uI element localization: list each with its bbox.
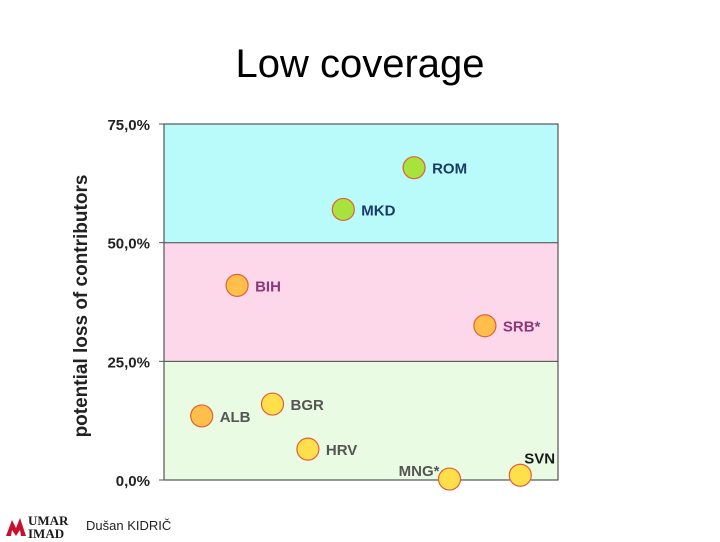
data-label-bgr: BGR	[291, 397, 325, 414]
y-tick-label: 0,0%	[116, 473, 150, 490]
plot-frame	[163, 123, 559, 481]
logo-mark-icon	[6, 518, 26, 536]
data-point-hrv	[296, 437, 320, 461]
data-point-rom	[402, 156, 426, 180]
chart-band-1	[163, 242, 559, 362]
chart-band-0	[163, 360, 559, 481]
y-axis-label: potential loss of contributors	[71, 175, 92, 438]
data-point-svn	[508, 463, 532, 487]
data-label-alb: ALB	[220, 409, 251, 426]
data-label-mkd: MKD	[361, 202, 395, 219]
data-label-hrv: HRV	[326, 442, 357, 459]
umar-logo: UMAR IMAD	[4, 514, 76, 542]
data-label-bih: BIH	[255, 278, 281, 295]
data-label-srb: SRB*	[503, 319, 541, 336]
logo-text-umar: UMAR	[28, 513, 69, 528]
data-point-mkd	[331, 197, 355, 222]
data-point-alb	[190, 404, 214, 428]
data-point-bgr	[260, 392, 285, 416]
author-name: Dušan KIDRIČ	[86, 518, 172, 533]
data-label-rom: ROM	[432, 161, 467, 178]
logo-text-imad: IMAD	[28, 526, 65, 541]
y-tick-label: 25,0%	[107, 354, 150, 371]
slide-title: Low coverage	[235, 42, 485, 86]
footer: UMAR IMAD Dušan KIDRIČ	[0, 508, 300, 540]
y-tick-label: 75,0%	[107, 117, 150, 134]
data-label-svn: SVN	[524, 450, 555, 467]
data-point-bih	[225, 273, 249, 297]
data-point-mng	[437, 467, 462, 491]
chart-band-2	[163, 123, 559, 244]
data-point-srb	[473, 314, 497, 338]
data-label-mng: MNG*	[399, 463, 440, 480]
y-tick-label: 50,0%	[107, 236, 150, 253]
